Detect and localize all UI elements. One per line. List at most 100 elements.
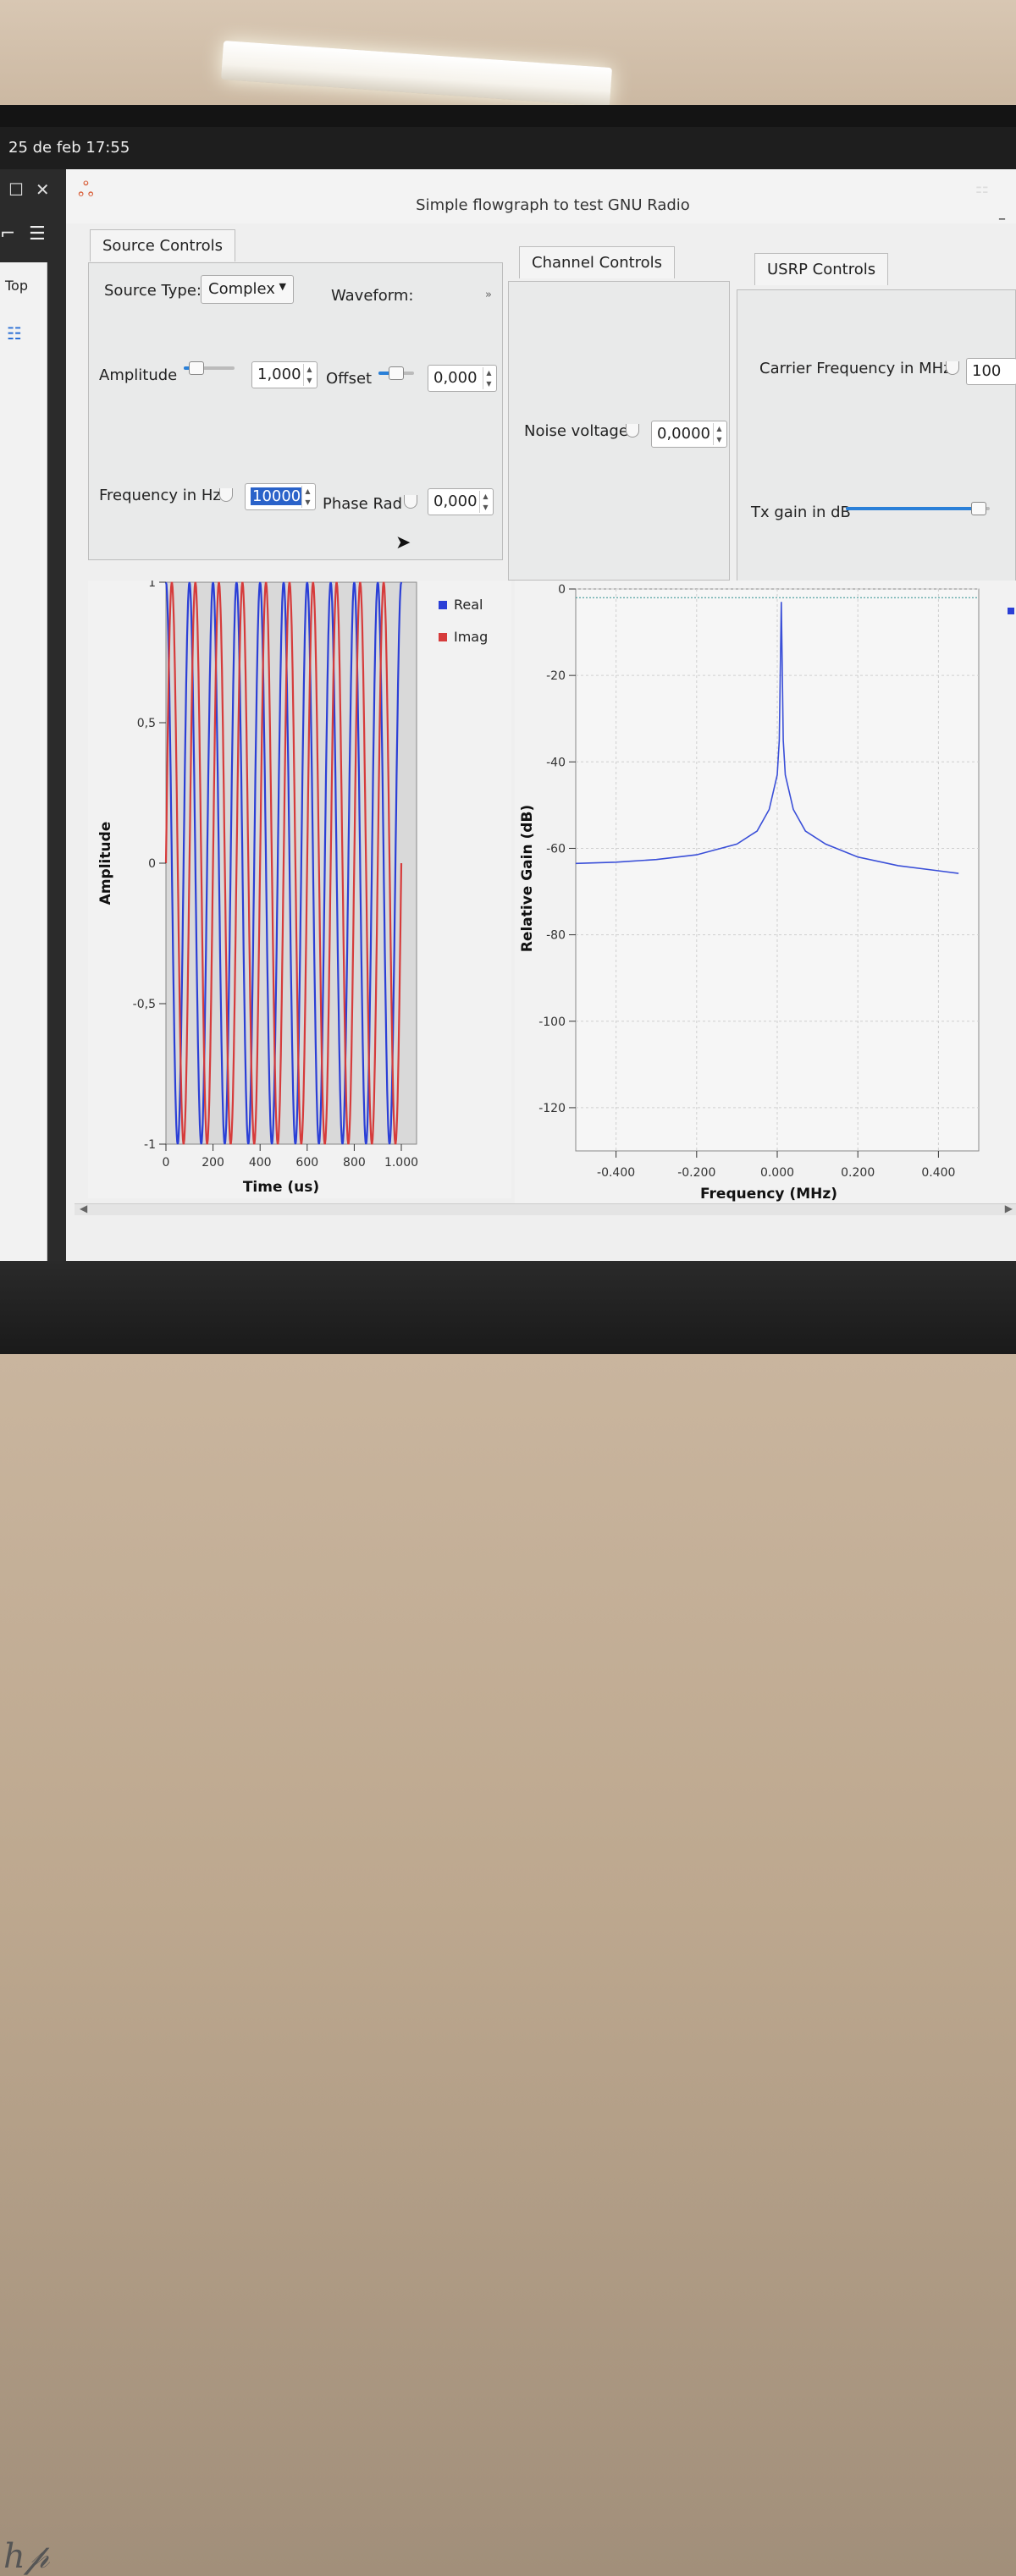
desktop: ☐✕ ⌐ ☰ Top ☷ ஃ Simple flowgraph to test …: [0, 169, 1016, 1261]
spin-arrows-icon[interactable]: ▲ ▼: [713, 423, 725, 445]
carrier-frequency-spinbox[interactable]: 100: [966, 358, 1016, 385]
frequency-value: 10000: [251, 487, 303, 505]
window-title: Simple flowgraph to test GNU Radio: [416, 196, 690, 214]
tab-usrp-controls[interactable]: USRP Controls: [754, 253, 889, 285]
x-tick-label: -0.400: [597, 1166, 635, 1180]
freq-plot-panel: 0 -20 -40 -60 -80 -100 -120 -0.400 -0.200 0.000 0…: [515, 581, 1016, 1203]
legend-imag-label[interactable]: Imag: [454, 629, 488, 645]
carrier-frequency-value: 100: [972, 362, 1002, 380]
grid-lines: [576, 588, 979, 1151]
phase-value: 0,000: [433, 493, 478, 510]
sidebar-top-label[interactable]: Top: [5, 278, 28, 294]
source-type-label: Source Type:: [104, 282, 202, 300]
tab-channel-controls[interactable]: Channel Controls: [519, 246, 676, 278]
carrier-slider-handle[interactable]: [946, 361, 959, 375]
x-tick-label: 0.400: [921, 1166, 955, 1180]
offset-slider[interactable]: [378, 366, 414, 380]
x-tick-label: 0.200: [841, 1166, 875, 1180]
y-tick-label: 0,5: [137, 717, 156, 730]
frequency-label: Frequency in Hz: [99, 487, 221, 504]
horizontal-scrollbar[interactable]: ◀ ▶: [75, 1203, 1016, 1215]
slider-handle[interactable]: [189, 361, 204, 375]
y-tick-label: -40: [546, 756, 566, 769]
offset-value: 0,000: [433, 369, 478, 387]
y-axis-ticks: 1 0,5 0 -0,5 -1: [133, 576, 166, 1152]
time-plot-panel: 1 0,5 0 -0,5 -1 0 200 400 600 800 1.000 Amplitude…: [88, 576, 511, 1198]
source-controls-group: Source Controls Source Type: Complex ▼ W…: [88, 229, 503, 560]
amplitude-label: Amplitude: [99, 366, 178, 384]
slider-handle[interactable]: [970, 502, 986, 515]
time-domain-chart[interactable]: 1 0,5 0 -0,5 -1 0 200 400 600 800 1.000 Amplitude…: [88, 576, 511, 1198]
gnuradio-window: ஃ Simple flowgraph to test GNU Radio ⚏ –…: [66, 169, 1016, 1261]
noise-voltage-label: Noise voltage: [524, 422, 628, 440]
network-icon[interactable]: ⚏: [975, 179, 989, 197]
phase-slider-handle[interactable]: [404, 495, 417, 509]
scroll-left-icon[interactable]: ◀: [80, 1203, 88, 1214]
legend-real-swatch: [439, 601, 447, 609]
y-axis-label: Relative Gain (dB): [519, 805, 536, 952]
offset-label: Offset: [326, 370, 373, 388]
y-axis-ticks: 0 -20 -40 -60 -80 -100 -120: [538, 583, 576, 1115]
y-tick-label: -80: [546, 929, 566, 943]
frequency-slider-handle[interactable]: [219, 488, 233, 502]
series-line-real: [164, 581, 403, 1145]
spin-arrows-icon[interactable]: ▲ ▼: [479, 491, 491, 513]
tab-source-controls[interactable]: Source Controls: [90, 229, 235, 261]
noise-voltage-spinbox[interactable]: 0,0000 ▲ ▼: [651, 421, 727, 448]
amplitude-slider[interactable]: [184, 361, 235, 375]
x-axis-ticks: 0 200 400 600 800 1.000: [163, 1144, 418, 1170]
list-icon[interactable]: ☷: [7, 323, 22, 344]
sidebar: Top ☷: [0, 262, 47, 1261]
back-icon[interactable]: ⌐: [0, 223, 16, 245]
carrier-frequency-label: Carrier Frequency in MHz: [759, 360, 952, 377]
slider-fill: [184, 366, 192, 370]
x-tick-label: -0.200: [677, 1166, 715, 1180]
window-controls-icon[interactable]: ☐✕: [8, 179, 62, 200]
x-tick-label: 600: [295, 1156, 318, 1170]
frequency-domain-chart[interactable]: 0 -20 -40 -60 -80 -100 -120 -0.400 -0.200 0.000 0…: [515, 581, 1016, 1203]
monitor-bezel: ℎ𝓅: [0, 1261, 1016, 2576]
spectrum-trace: [575, 602, 959, 874]
title-bar: ஃ Simple flowgraph to test GNU Radio ⚏ –: [66, 169, 1016, 228]
noise-slider-handle[interactable]: [626, 424, 639, 438]
gnuradio-logo-icon: ஃ: [78, 178, 94, 201]
x-axis-label: Time (us): [243, 1179, 319, 1196]
channel-controls-group: Channel Controls Noise voltage 0,0000 ▲ ▼: [508, 246, 730, 581]
y-tick-label: -100: [538, 1016, 566, 1029]
frequency-spinbox[interactable]: 10000 ▲ ▼: [245, 483, 316, 510]
y-axis-label: Amplitude: [97, 822, 114, 905]
y-tick-label: -20: [546, 669, 566, 683]
mouse-cursor-icon: ➤: [395, 532, 411, 553]
slider-fill: [378, 372, 392, 375]
y-tick-label: 1: [148, 581, 156, 590]
menu-icon[interactable]: ☰: [29, 223, 46, 245]
y-tick-label: 0: [558, 583, 566, 597]
legend-real-label[interactable]: Real: [454, 597, 483, 613]
source-type-select[interactable]: Complex ▼: [201, 275, 294, 304]
usrp-controls-group: USRP Controls Carrier Frequency in MHz 1…: [737, 253, 1016, 587]
offset-spinbox[interactable]: 0,000 ▲ ▼: [428, 365, 497, 392]
x-tick-label: 0.000: [760, 1166, 794, 1180]
legend-swatch: [1008, 608, 1014, 614]
tx-gain-slider[interactable]: [846, 502, 990, 515]
waveform-label: Waveform:: [331, 287, 414, 305]
amplitude-value: 1,000: [257, 366, 301, 383]
spin-arrows-icon[interactable]: ▲ ▼: [483, 367, 494, 389]
y-tick-label: -120: [538, 1102, 566, 1115]
x-tick-label: 200: [202, 1156, 224, 1170]
more-tabs-icon[interactable]: »: [485, 289, 492, 301]
spin-arrows-icon[interactable]: ▲ ▼: [301, 486, 313, 508]
x-tick-label: 400: [249, 1156, 272, 1170]
amplitude-spinbox[interactable]: 1,000 ▲ ▼: [251, 361, 318, 388]
spin-arrows-icon[interactable]: ▲ ▼: [303, 364, 315, 386]
slider-handle[interactable]: [389, 366, 404, 380]
y-tick-label: 0: [148, 857, 156, 871]
system-clock[interactable]: 25 de feb 17:55: [8, 139, 130, 157]
chevron-down-icon: ▼: [279, 281, 286, 292]
phase-spinbox[interactable]: 0,000 ▲ ▼: [428, 488, 494, 515]
x-tick-label: 800: [343, 1156, 366, 1170]
x-tick-label: 1.000: [384, 1156, 418, 1170]
x-tick-label: 0: [163, 1156, 170, 1170]
minimize-icon[interactable]: –: [998, 210, 1006, 228]
scroll-right-icon[interactable]: ▶: [1004, 1203, 1013, 1214]
